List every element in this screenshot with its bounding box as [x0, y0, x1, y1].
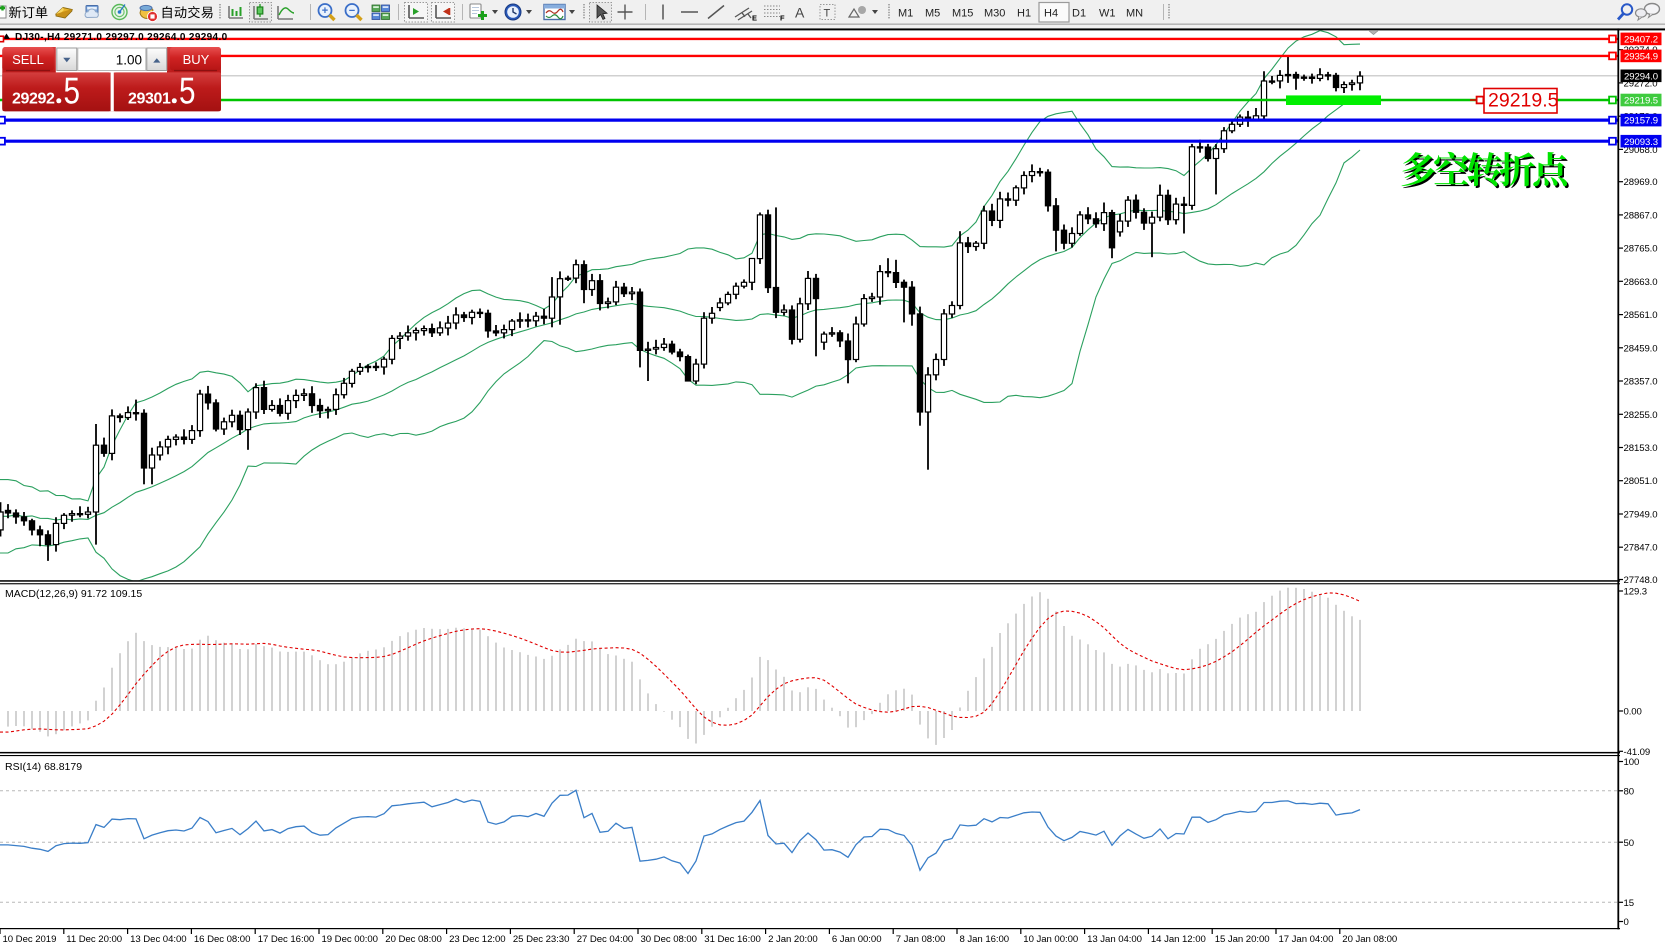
svg-text:27949.0: 27949.0 — [1624, 510, 1658, 521]
svg-text:29157.9: 29157.9 — [1624, 116, 1658, 127]
svg-text:8 Jan 16:00: 8 Jan 16:00 — [960, 934, 1010, 945]
svg-text:29093.3: 29093.3 — [1624, 137, 1658, 148]
svg-text:D1: D1 — [1072, 8, 1086, 20]
svg-text:20 Dec 08:00: 20 Dec 08:00 — [385, 934, 441, 945]
svg-text:7 Jan 08:00: 7 Jan 08:00 — [896, 934, 946, 945]
svg-text:SELL: SELL — [12, 52, 44, 67]
svg-text:28663.0: 28663.0 — [1624, 277, 1658, 288]
svg-text:19 Dec 00:00: 19 Dec 00:00 — [322, 934, 378, 945]
svg-text:10 Dec 2019: 10 Dec 2019 — [3, 934, 57, 945]
svg-text:29272.0: 29272.0 — [1624, 78, 1658, 89]
svg-text:11 Dec 20:00: 11 Dec 20:00 — [66, 934, 122, 945]
svg-text:28255.0: 28255.0 — [1624, 410, 1658, 421]
svg-text:0.00: 0.00 — [1624, 707, 1642, 718]
svg-text:−: − — [349, 5, 355, 17]
svg-text:129.3: 129.3 — [1624, 587, 1648, 598]
svg-text:27748.0: 27748.0 — [1624, 575, 1658, 586]
svg-text:-41.09: -41.09 — [1624, 747, 1651, 758]
svg-text:27 Dec 04:00: 27 Dec 04:00 — [577, 934, 633, 945]
svg-text:27847.0: 27847.0 — [1624, 543, 1658, 554]
svg-text:RSI(14) 68.8179: RSI(14) 68.8179 — [5, 761, 82, 773]
svg-text:M15: M15 — [952, 8, 973, 20]
svg-text:13 Jan 04:00: 13 Jan 04:00 — [1087, 934, 1142, 945]
svg-text:M1: M1 — [898, 8, 913, 20]
svg-text:10 Jan 00:00: 10 Jan 00:00 — [1023, 934, 1078, 945]
svg-text:2 Jan 20:00: 2 Jan 20:00 — [768, 934, 818, 945]
svg-text:29219.5: 29219.5 — [1624, 96, 1658, 107]
svg-text:M5: M5 — [925, 8, 940, 20]
svg-text:1.00: 1.00 — [116, 53, 142, 68]
svg-text:20 Jan 08:00: 20 Jan 08:00 — [1342, 934, 1397, 945]
svg-text:30 Dec 08:00: 30 Dec 08:00 — [641, 934, 697, 945]
svg-text:15 Jan 20:00: 15 Jan 20:00 — [1215, 934, 1270, 945]
svg-text:28357.0: 28357.0 — [1624, 377, 1658, 388]
svg-text:DJ30-,H4 29271.0 29297.0 2926: DJ30-,H4 29271.0 29297.0 29264.0 29294.0 — [15, 32, 228, 43]
svg-text:15: 15 — [1624, 898, 1634, 909]
svg-text:25 Dec 23:30: 25 Dec 23:30 — [513, 934, 569, 945]
svg-text:23 Dec 12:00: 23 Dec 12:00 — [449, 934, 505, 945]
svg-text:28153.0: 28153.0 — [1624, 443, 1658, 454]
svg-text:29292: 29292 — [12, 91, 55, 108]
svg-text:M30: M30 — [984, 8, 1005, 20]
svg-text:50: 50 — [1624, 838, 1634, 849]
svg-text:28969.0: 28969.0 — [1624, 177, 1658, 188]
svg-text:28867.0: 28867.0 — [1624, 210, 1658, 221]
svg-text:W1: W1 — [1099, 8, 1116, 20]
svg-text:MACD(12,26,9) 91.72 109.15: MACD(12,26,9) 91.72 109.15 — [5, 588, 142, 600]
svg-text:100: 100 — [1624, 757, 1640, 768]
svg-text:14 Jan 12:00: 14 Jan 12:00 — [1151, 934, 1206, 945]
svg-text:31 Dec 16:00: 31 Dec 16:00 — [704, 934, 760, 945]
svg-text:H4: H4 — [1044, 8, 1058, 20]
svg-text:5: 5 — [64, 71, 81, 112]
svg-text:6 Jan 00:00: 6 Jan 00:00 — [832, 934, 882, 945]
svg-text:+: + — [322, 5, 328, 17]
svg-text:29354.9: 29354.9 — [1624, 52, 1658, 63]
svg-text:28765.0: 28765.0 — [1624, 244, 1658, 255]
svg-text:29407.2: 29407.2 — [1624, 35, 1658, 46]
svg-text:H1: H1 — [1017, 8, 1031, 20]
svg-text:17 Dec 16:00: 17 Dec 16:00 — [258, 934, 314, 945]
svg-text:A: A — [795, 5, 805, 21]
svg-text:29219.5: 29219.5 — [1488, 90, 1559, 112]
svg-text:28459.0: 28459.0 — [1624, 343, 1658, 354]
svg-text:E: E — [752, 14, 757, 23]
svg-text:80: 80 — [1624, 786, 1634, 797]
svg-text:29301: 29301 — [128, 91, 171, 108]
svg-text:T: T — [824, 8, 831, 20]
svg-text:13 Dec 04:00: 13 Dec 04:00 — [130, 934, 186, 945]
svg-text:F: F — [780, 14, 785, 23]
svg-text:0: 0 — [1624, 917, 1629, 928]
svg-text:MN: MN — [1126, 8, 1143, 20]
svg-text:BUY: BUY — [183, 52, 210, 67]
svg-text:28051.0: 28051.0 — [1624, 476, 1658, 487]
svg-text:16 Dec 08:00: 16 Dec 08:00 — [194, 934, 250, 945]
svg-text:5: 5 — [179, 71, 196, 112]
svg-text:29294.0: 29294.0 — [1624, 71, 1658, 82]
svg-text:28561.0: 28561.0 — [1624, 310, 1658, 321]
svg-text:29068.0: 29068.0 — [1624, 145, 1658, 156]
svg-text:17 Jan 04:00: 17 Jan 04:00 — [1279, 934, 1334, 945]
